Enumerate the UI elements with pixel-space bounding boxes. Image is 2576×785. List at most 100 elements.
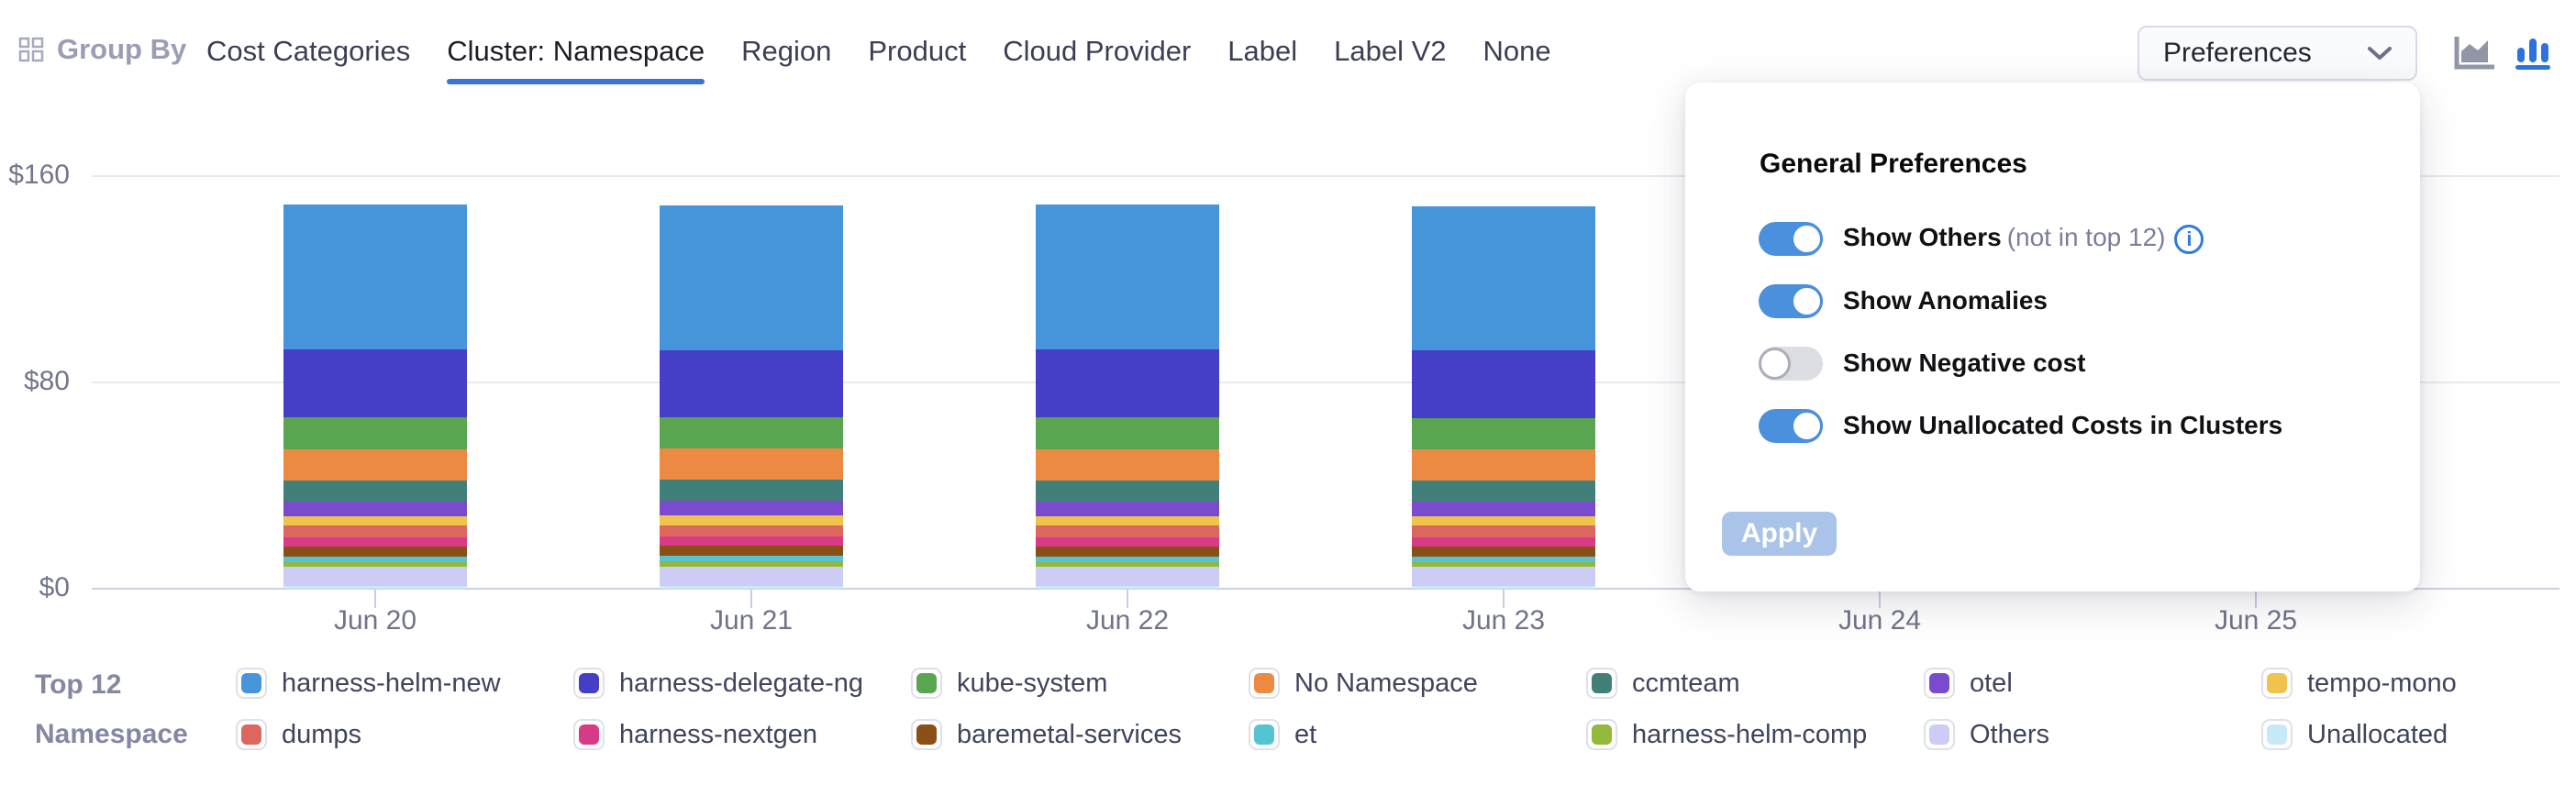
y-axis-label: $80 (23, 366, 70, 396)
bar-segment-tempo-mono[interactable] (283, 515, 467, 526)
tab-cloud-provider[interactable]: Cloud Provider (1003, 35, 1192, 67)
area-chart-icon[interactable] (2454, 37, 2494, 70)
bar-segment-et[interactable] (660, 555, 843, 562)
bar-segment-harness-delegate-ng[interactable] (283, 349, 467, 417)
bar-segment-harness-delegate-ng[interactable] (1036, 349, 1219, 417)
bar-segment-harness-nextgen[interactable] (660, 536, 843, 547)
toggle-switch[interactable] (1759, 283, 1823, 318)
legend-item-others[interactable]: Others (1924, 719, 2049, 750)
tab-cluster-namespace[interactable]: Cluster: Namespace (447, 28, 705, 84)
bar-segment-harness-helm-comp[interactable] (660, 561, 843, 567)
tab-product[interactable]: Product (868, 35, 967, 67)
tab-none[interactable]: None (1482, 35, 1551, 67)
legend-item-no-namespace[interactable]: No Namespace (1249, 668, 1478, 699)
bar-segment-no-namespace[interactable] (1412, 449, 1595, 481)
bar-segment-dumps[interactable] (1036, 525, 1219, 538)
bar-segment-no-namespace[interactable] (660, 448, 843, 480)
bar-segment-others[interactable] (1412, 567, 1595, 586)
bar-segment-others[interactable] (283, 567, 467, 586)
bar-segment-harness-delegate-ng[interactable] (1412, 350, 1595, 418)
bar-segment-harness-nextgen[interactable] (1036, 537, 1219, 547)
legend-item-harness-helm-new[interactable]: harness-helm-new (236, 668, 501, 699)
legend-item-dumps[interactable]: dumps (236, 719, 361, 750)
tab-cost-categories[interactable]: Cost Categories (206, 35, 411, 67)
legend-item-tempo-mono[interactable]: tempo-mono (2261, 668, 2457, 699)
legend-item-baremetal-services[interactable]: baremetal-services (911, 719, 1182, 750)
bar-chart-icon[interactable] (2513, 37, 2553, 70)
bar-segment-no-namespace[interactable] (283, 448, 467, 481)
legend-item-unallocated[interactable]: Unallocated (2261, 719, 2448, 750)
bar-segment-et[interactable] (283, 557, 467, 563)
bar-segment-others[interactable] (1036, 567, 1219, 586)
legend-swatch (1249, 719, 1280, 750)
apply-button[interactable]: Apply (1722, 512, 1837, 556)
bar-segment-unallocated[interactable] (660, 585, 843, 589)
bar-segment-others[interactable] (660, 566, 843, 586)
legend-item-ccmteam[interactable]: ccmteam (1586, 668, 1740, 699)
bar-segment-kube-system[interactable] (283, 416, 467, 449)
bar-segment-et[interactable] (1036, 557, 1219, 563)
bar-segment-baremetal-services[interactable] (1036, 547, 1219, 558)
legend-item-kube-system[interactable]: kube-system (911, 668, 1107, 699)
bar-segment-otel[interactable] (1412, 502, 1595, 516)
bar-segment-harness-helm-comp[interactable] (283, 562, 467, 568)
y-axis-label: $160 (8, 160, 70, 190)
bar-segment-tempo-mono[interactable] (1412, 515, 1595, 526)
bar-segment-otel[interactable] (660, 501, 843, 515)
legend-item-harness-nextgen[interactable]: harness-nextgen (573, 719, 817, 750)
legend-item-harness-delegate-ng[interactable]: harness-delegate-ng (573, 668, 863, 699)
bar-segment-unallocated[interactable] (1036, 585, 1219, 589)
bar-segment-unallocated[interactable] (283, 585, 467, 589)
bar-segment-ccmteam[interactable] (1412, 480, 1595, 503)
bar-segment-no-namespace[interactable] (1036, 448, 1219, 481)
preferences-dropdown[interactable]: Preferences (2137, 26, 2417, 81)
legend-item-otel[interactable]: otel (1924, 668, 2013, 699)
bar-segment-tempo-mono[interactable] (660, 514, 843, 525)
legend-item-et[interactable]: et (1249, 719, 1316, 750)
bar-segment-kube-system[interactable] (660, 416, 843, 448)
legend-label: kube-system (957, 668, 1108, 698)
tab-label-v2[interactable]: Label V2 (1334, 35, 1447, 67)
tab-label[interactable]: Label (1227, 35, 1298, 67)
bar-segment-kube-system[interactable] (1412, 417, 1595, 450)
tab-region[interactable]: Region (741, 35, 832, 67)
toggle-switch[interactable] (1759, 221, 1823, 256)
bar-segment-harness-nextgen[interactable] (1412, 537, 1595, 547)
toggle-knob (1791, 284, 1823, 317)
bar-segment-ccmteam[interactable] (1036, 480, 1219, 502)
x-axis-tick (1503, 590, 1505, 608)
bar-segment-tempo-mono[interactable] (1036, 515, 1219, 526)
bar-segment-kube-system[interactable] (1036, 416, 1219, 449)
x-axis-tick (1127, 590, 1128, 608)
bar-segment-et[interactable] (1412, 557, 1595, 563)
bar-segment-harness-helm-new[interactable] (1036, 204, 1219, 349)
bar-segment-harness-delegate-ng[interactable] (660, 349, 843, 417)
legend-swatch (1924, 668, 1955, 699)
bar-segment-otel[interactable] (283, 501, 467, 516)
bar-segment-harness-nextgen[interactable] (283, 537, 467, 547)
bar-segment-harness-helm-comp[interactable] (1412, 562, 1595, 568)
bar-segment-ccmteam[interactable] (660, 479, 843, 502)
legend-swatch (911, 668, 942, 699)
bar-segment-dumps[interactable] (283, 525, 467, 538)
toggle-switch[interactable] (1759, 346, 1823, 381)
bar-segment-harness-helm-new[interactable] (660, 205, 843, 350)
legend-item-harness-helm-comp[interactable]: harness-helm-comp (1586, 719, 1867, 750)
bar-segment-harness-helm-new[interactable] (283, 204, 467, 349)
legend-label: et (1294, 719, 1317, 749)
toggle-switch[interactable] (1759, 408, 1823, 443)
chart-type-switcher (2454, 37, 2553, 70)
bar-segment-dumps[interactable] (1412, 525, 1595, 538)
bar-segment-baremetal-services[interactable] (660, 546, 843, 556)
legend-swatch (1924, 719, 1955, 750)
bar-segment-harness-helm-new[interactable] (1412, 205, 1595, 351)
bar-segment-unallocated[interactable] (1412, 585, 1595, 589)
bar-segment-baremetal-services[interactable] (283, 547, 467, 558)
bar-segment-ccmteam[interactable] (283, 480, 467, 502)
bar-segment-dumps[interactable] (660, 525, 843, 537)
bar-segment-otel[interactable] (1036, 501, 1219, 516)
legend-label: harness-helm-comp (1632, 719, 1868, 749)
info-icon[interactable]: i (2174, 225, 2204, 254)
bar-segment-harness-helm-comp[interactable] (1036, 562, 1219, 568)
bar-segment-baremetal-services[interactable] (1412, 547, 1595, 558)
